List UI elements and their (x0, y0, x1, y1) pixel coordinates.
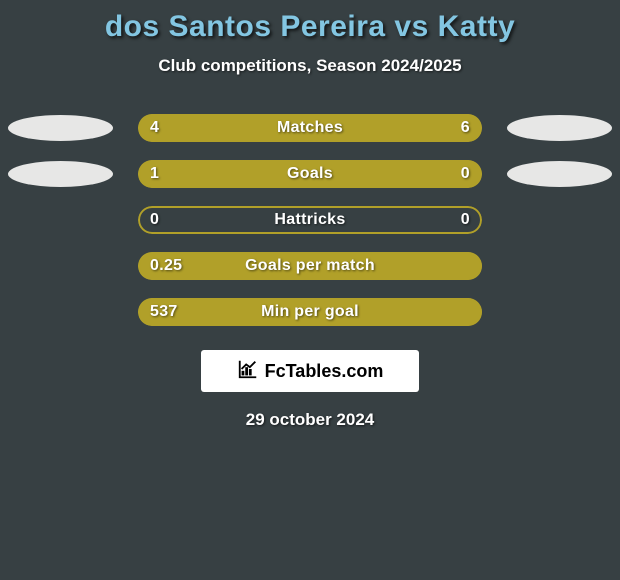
stat-right-value: 0 (461, 211, 470, 229)
stat-right-value: 0 (461, 165, 470, 183)
page-title: dos Santos Pereira vs Katty (0, 0, 620, 44)
brand-text: FcTables.com (265, 361, 384, 382)
stat-row: Matches 4 6 (0, 114, 620, 142)
player-left-ellipse (8, 115, 113, 141)
player-right-ellipse (507, 115, 612, 141)
stat-left-value: 0 (150, 211, 159, 229)
stat-left-value: 0.25 (150, 257, 182, 275)
stat-left-value: 1 (150, 165, 159, 183)
comparison-infographic: dos Santos Pereira vs Katty Club competi… (0, 0, 620, 580)
brand-chart-icon (237, 358, 259, 385)
stat-rows: Matches 4 6 Goals 1 0 Hattricks 0 0 Goals per mat… (0, 114, 620, 326)
player-right-ellipse (507, 161, 612, 187)
stat-bar: Goals 1 0 (138, 160, 482, 188)
stat-left-value: 4 (150, 119, 159, 137)
stat-bar: Min per goal 537 (138, 298, 482, 326)
stat-row: Hattricks 0 0 (0, 206, 620, 234)
stat-label: Goals per match (245, 257, 375, 275)
player-left-ellipse (8, 161, 113, 187)
stat-bar-left-fill (138, 160, 403, 188)
stat-left-value: 537 (150, 303, 178, 321)
stat-row: Goals 1 0 (0, 160, 620, 188)
stat-right-value: 6 (461, 119, 470, 137)
stat-label: Min per goal (261, 303, 359, 321)
stat-row: Min per goal 537 (0, 298, 620, 326)
page-subtitle: Club competitions, Season 2024/2025 (0, 56, 620, 76)
stat-bar: Goals per match 0.25 (138, 252, 482, 280)
stat-row: Goals per match 0.25 (0, 252, 620, 280)
stat-label: Goals (287, 165, 333, 183)
date-label: 29 october 2024 (0, 410, 620, 430)
stat-label: Hattricks (274, 211, 345, 229)
stat-label: Matches (277, 119, 343, 137)
brand-badge: FcTables.com (201, 350, 419, 392)
stat-bar: Matches 4 6 (138, 114, 482, 142)
stat-bar: Hattricks 0 0 (138, 206, 482, 234)
stat-bar-right-fill (403, 160, 482, 188)
